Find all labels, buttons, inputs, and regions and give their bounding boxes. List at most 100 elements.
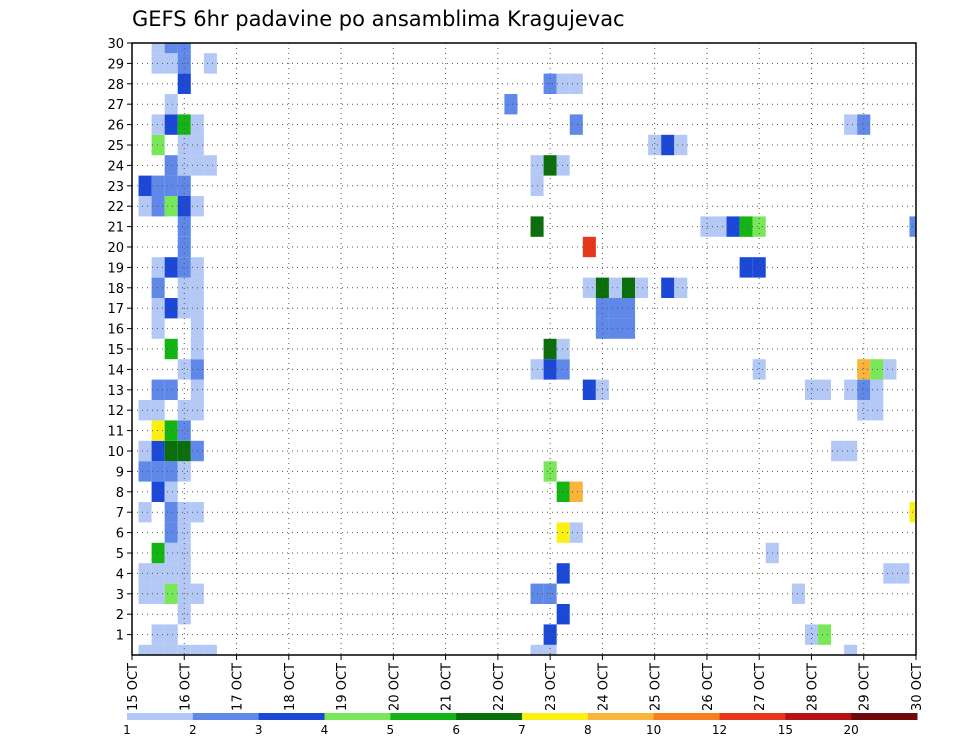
- heatmap-cell: [177, 277, 191, 298]
- heatmap-cell: [556, 604, 570, 625]
- heatmap-cell: [530, 644, 544, 655]
- heatmap-cell: [622, 318, 636, 339]
- heatmap-cell: [164, 542, 178, 564]
- heatmap-cell: [164, 53, 178, 74]
- colorbar-label: 3: [255, 723, 263, 737]
- y-tick-label: 12: [107, 404, 124, 419]
- y-tick-label: 28: [107, 78, 124, 93]
- heatmap-cell: [164, 440, 178, 462]
- heatmap-cell: [138, 175, 152, 196]
- plot-frame: [131, 42, 917, 656]
- colorbar-swatch: [258, 713, 325, 720]
- y-tick-label: 4: [116, 567, 124, 582]
- y-tick-label: 24: [107, 159, 124, 174]
- colorbar-swatch: [127, 713, 194, 720]
- heatmap-cell: [870, 379, 884, 400]
- colorbar-swatch: [653, 713, 720, 720]
- y-tick-label: 13: [107, 384, 124, 399]
- x-tick-label: 24 OCT: [596, 663, 611, 711]
- heatmap-cell: [151, 644, 165, 655]
- colorbar-swatch: [192, 713, 260, 720]
- heatmap-cell: [164, 155, 178, 176]
- heatmap-cell: [177, 114, 191, 135]
- heatmap-cell: [569, 73, 583, 94]
- y-tick-label: 26: [107, 119, 124, 134]
- heatmap-cell: [177, 522, 191, 543]
- heatmap-cell: [582, 236, 596, 258]
- heatmap-cell: [569, 522, 583, 543]
- heatmap-cell: [151, 114, 165, 135]
- heatmap-cell: [674, 134, 688, 156]
- heatmap-cell: [138, 502, 152, 523]
- heatmap-cell: [164, 175, 178, 196]
- colorbar-label: 8: [584, 723, 592, 737]
- colorbar-label: 5: [387, 723, 395, 737]
- heatmap-cell: [151, 461, 165, 482]
- heatmap-cell: [556, 563, 570, 584]
- x-tick-label: 18 OCT: [283, 663, 298, 711]
- heatmap-cell: [648, 134, 662, 156]
- heatmap-cell: [151, 196, 165, 217]
- y-tick-label: 18: [107, 282, 124, 297]
- heatmap-cell: [844, 440, 858, 462]
- x-tick-label: 26 OCT: [701, 663, 716, 711]
- heatmap-cell: [556, 338, 570, 360]
- heatmap-cell: [857, 359, 871, 380]
- y-tick-label: 3: [116, 588, 124, 603]
- heatmap-cell: [883, 359, 897, 380]
- colorbar-label: 7: [518, 723, 526, 737]
- y-tick-label: 14: [107, 363, 124, 378]
- y-tick-label: 20: [107, 241, 124, 256]
- heatmap-cell: [870, 400, 884, 421]
- heatmap-cell: [138, 644, 152, 655]
- heatmap-cell: [164, 644, 178, 655]
- heatmap-cell: [177, 502, 191, 523]
- heatmap-cell: [556, 155, 570, 176]
- y-tick-label: 9: [116, 465, 124, 480]
- heatmap-cell: [844, 379, 858, 400]
- heatmap-cell: [818, 624, 832, 645]
- heatmap-cell: [164, 461, 178, 482]
- heatmap-cell: [752, 359, 766, 380]
- heatmap-cell: [138, 563, 152, 584]
- x-tick-label: 16 OCT: [178, 663, 193, 711]
- heatmap-cell: [164, 379, 178, 400]
- heatmap-cell: [791, 583, 805, 604]
- y-tick-label: 10: [107, 445, 124, 460]
- heatmap-cell: [870, 359, 884, 380]
- heatmap-cell: [543, 644, 557, 655]
- heatmap-cell: [177, 134, 191, 156]
- heatmap-cell: [151, 175, 165, 196]
- y-tick-label: 30: [107, 37, 124, 52]
- heatmap-cell: [543, 155, 557, 176]
- y-tick-label: 11: [107, 425, 124, 440]
- heatmap-cell: [883, 563, 897, 584]
- heatmap-cell: [752, 257, 766, 278]
- colorbar-label: 15: [778, 723, 793, 737]
- y-tick-label: 23: [107, 180, 124, 195]
- y-tick-label: 25: [107, 139, 124, 154]
- heatmap-cell: [752, 216, 766, 237]
- x-tick-label: 15 OCT: [126, 663, 141, 711]
- heatmap-cell: [164, 481, 178, 502]
- colorbar-swatch: [456, 713, 523, 720]
- heatmap-cell: [151, 298, 165, 319]
- colorbar-label: 12: [712, 723, 727, 737]
- colorbar-swatch: [390, 713, 457, 720]
- heatmap-cell: [203, 644, 217, 655]
- colorbar-swatch: [851, 713, 918, 720]
- heatmap-cell: [857, 114, 871, 135]
- heatmap-cell: [177, 604, 191, 625]
- x-tick-label: 20 OCT: [387, 663, 402, 711]
- heatmap-cell: [177, 196, 191, 217]
- heatmap-cell: [674, 277, 688, 298]
- heatmap-cell: [177, 359, 191, 380]
- colorbar-label: 2: [189, 723, 197, 737]
- heatmap-cell: [857, 400, 871, 421]
- x-tick-label: 22 OCT: [492, 663, 507, 711]
- heatmap-cell: [582, 379, 596, 400]
- heatmap-cell: [622, 298, 636, 319]
- heatmap-cell: [804, 624, 818, 645]
- y-tick-label: 22: [107, 200, 124, 215]
- heatmap-cell: [556, 359, 570, 380]
